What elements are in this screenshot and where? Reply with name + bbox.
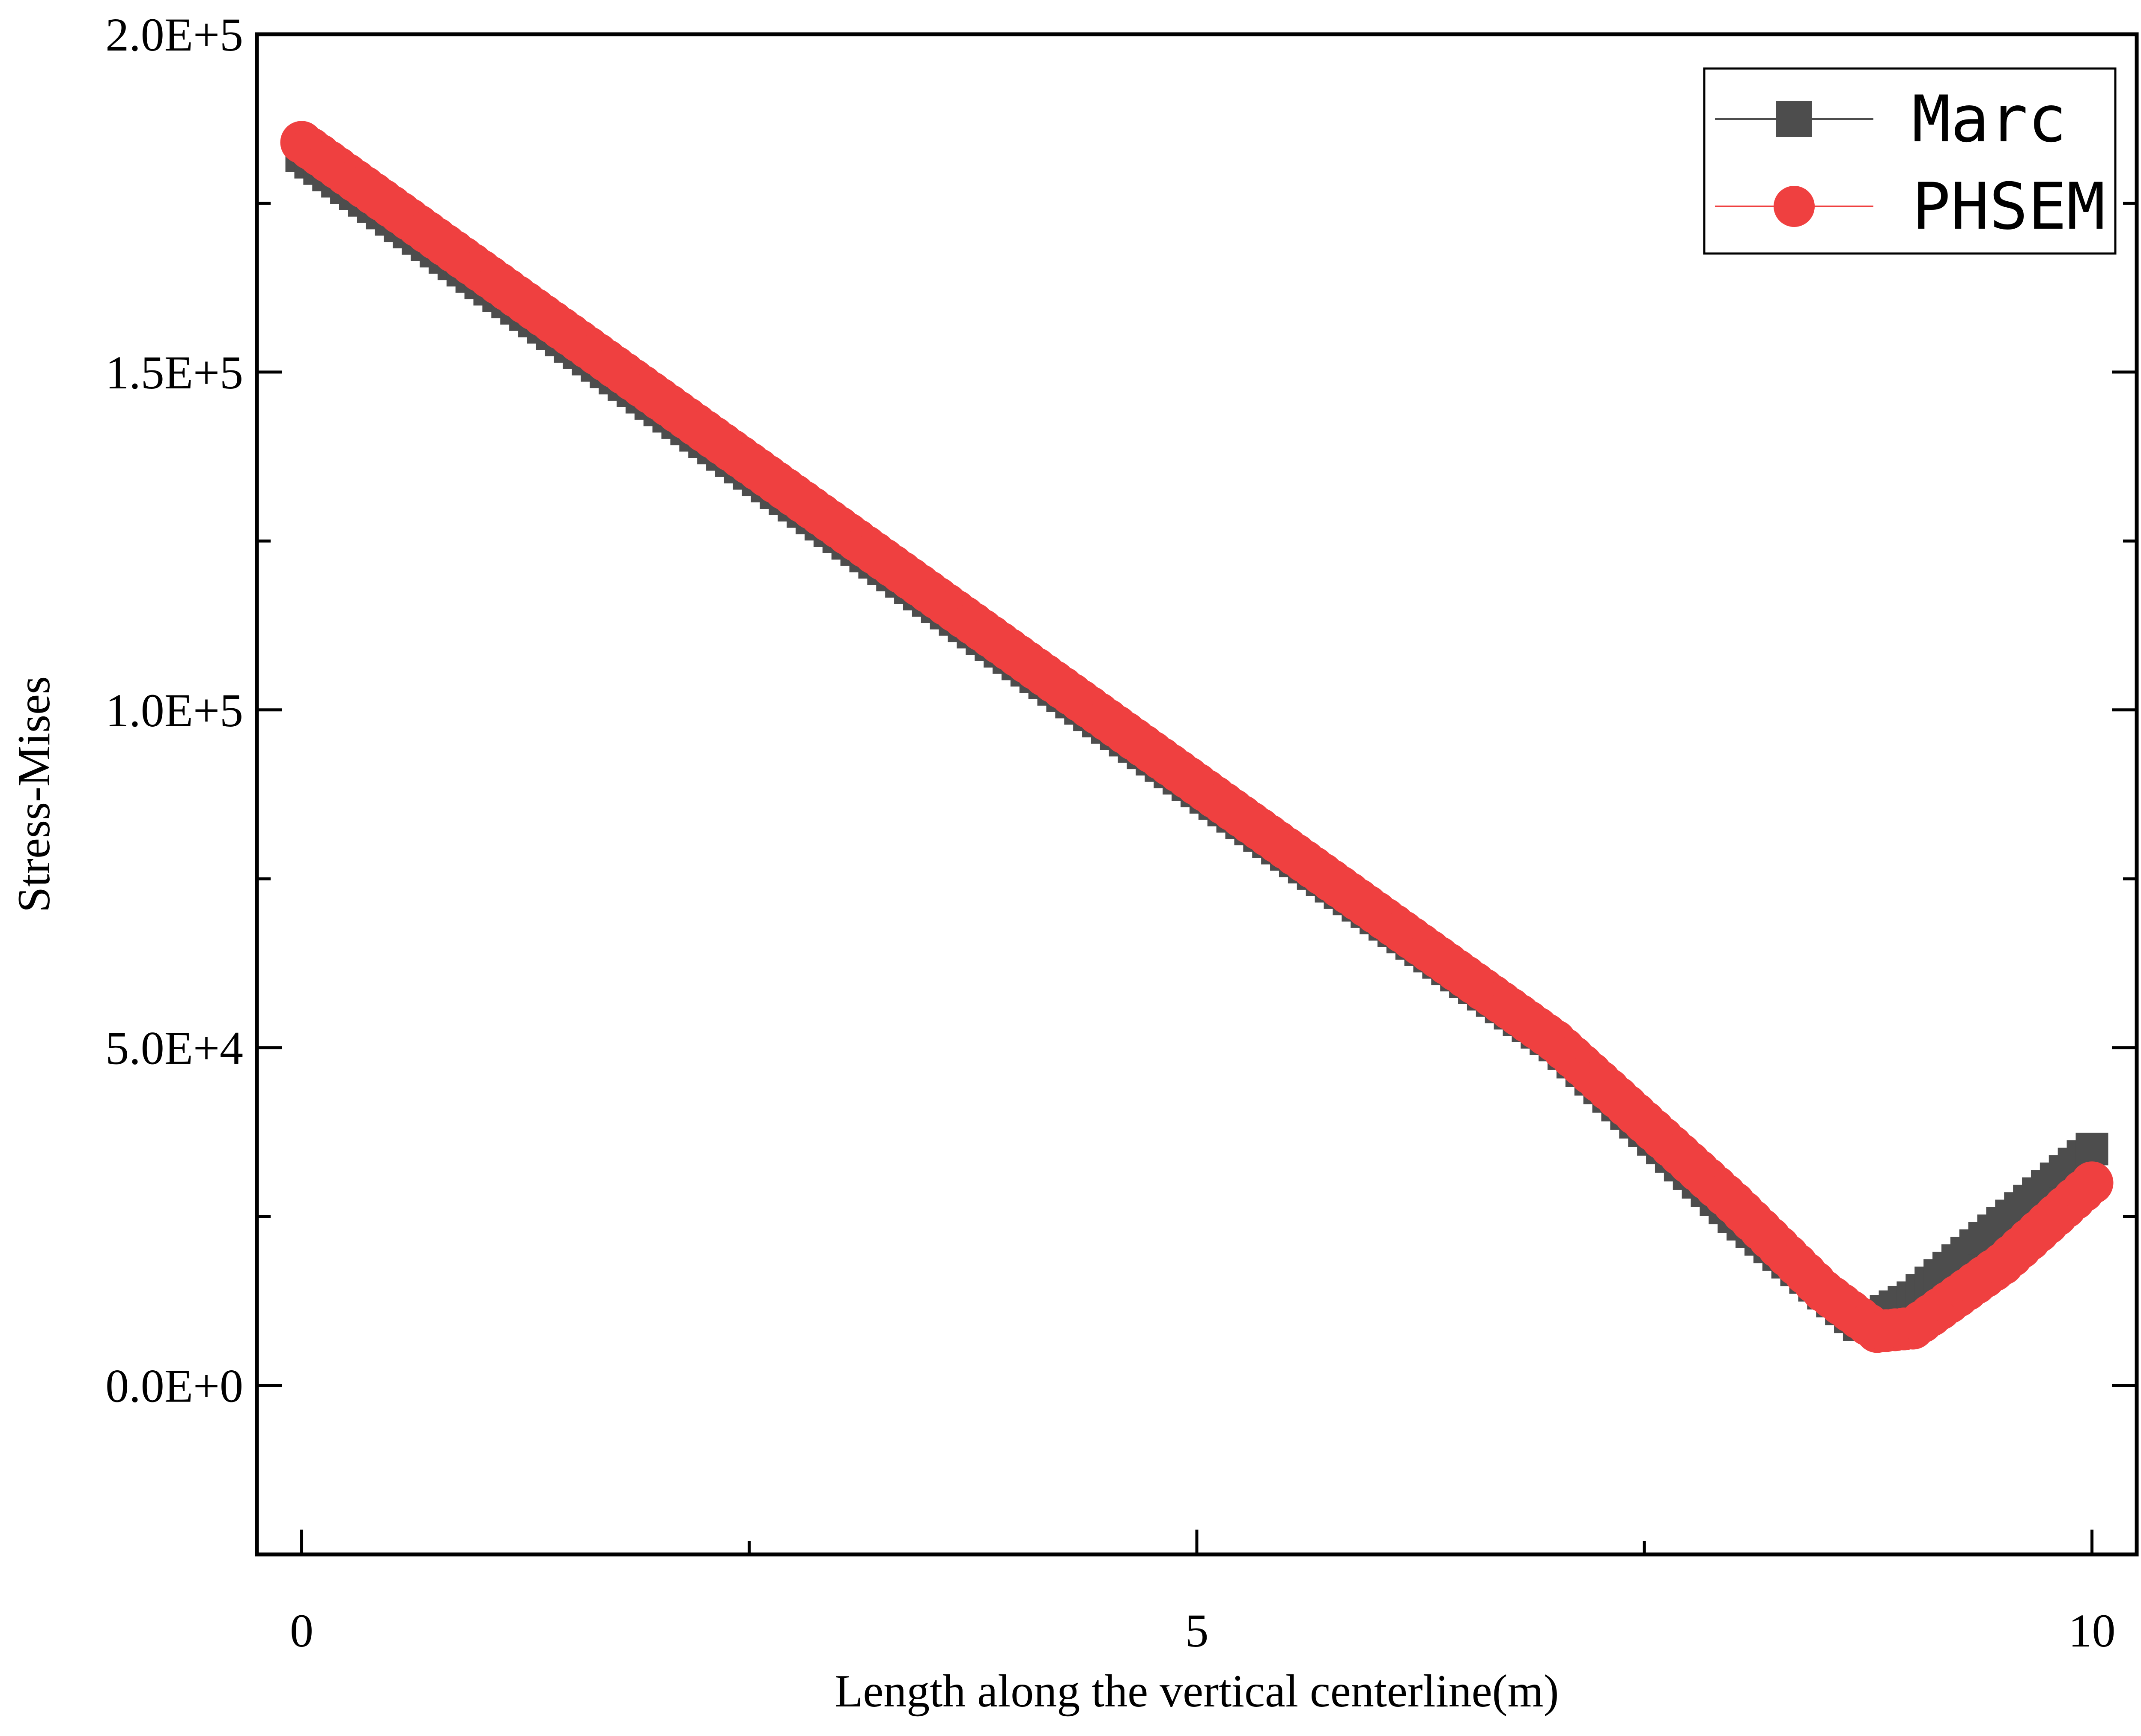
legend-label-phsem: PHSEM <box>1912 170 2105 244</box>
legend-label-marc: Marc <box>1912 82 2066 157</box>
y-tick-label: 1.0E+5 <box>105 684 243 737</box>
y-tick-label: 1.5E+5 <box>105 346 243 399</box>
series-phsem <box>280 121 2114 1353</box>
legend-phsem-circle-marker <box>1774 186 1815 227</box>
x-axis-title: Length along the vertical centerline(m) <box>835 1666 1559 1717</box>
y-axis-title: Stress-Mises <box>9 676 60 913</box>
x-tick-label: 0 <box>290 1605 313 1657</box>
legend-marc-square-marker <box>1776 101 1812 137</box>
y-tick-label: 5.0E+4 <box>105 1022 243 1074</box>
y-tick-label: 0.0E+0 <box>105 1360 243 1412</box>
x-tick-label: 5 <box>1185 1605 1209 1657</box>
x-tick-label: 10 <box>2068 1605 2115 1657</box>
legend: Marc PHSEM <box>1703 67 2117 255</box>
legend-box <box>1703 67 2117 255</box>
y-tick-label: 2.0E+5 <box>105 9 243 61</box>
marc-point <box>2075 1133 2108 1166</box>
tick-labels-layer: 0 5 10 0.0E+0 5.0E+4 1.0E+5 1.5E+5 2.0E+5 <box>105 9 2115 1657</box>
phsem-point <box>2070 1161 2114 1205</box>
series-layer <box>280 121 2114 1353</box>
ticks-layer <box>257 33 2137 1554</box>
